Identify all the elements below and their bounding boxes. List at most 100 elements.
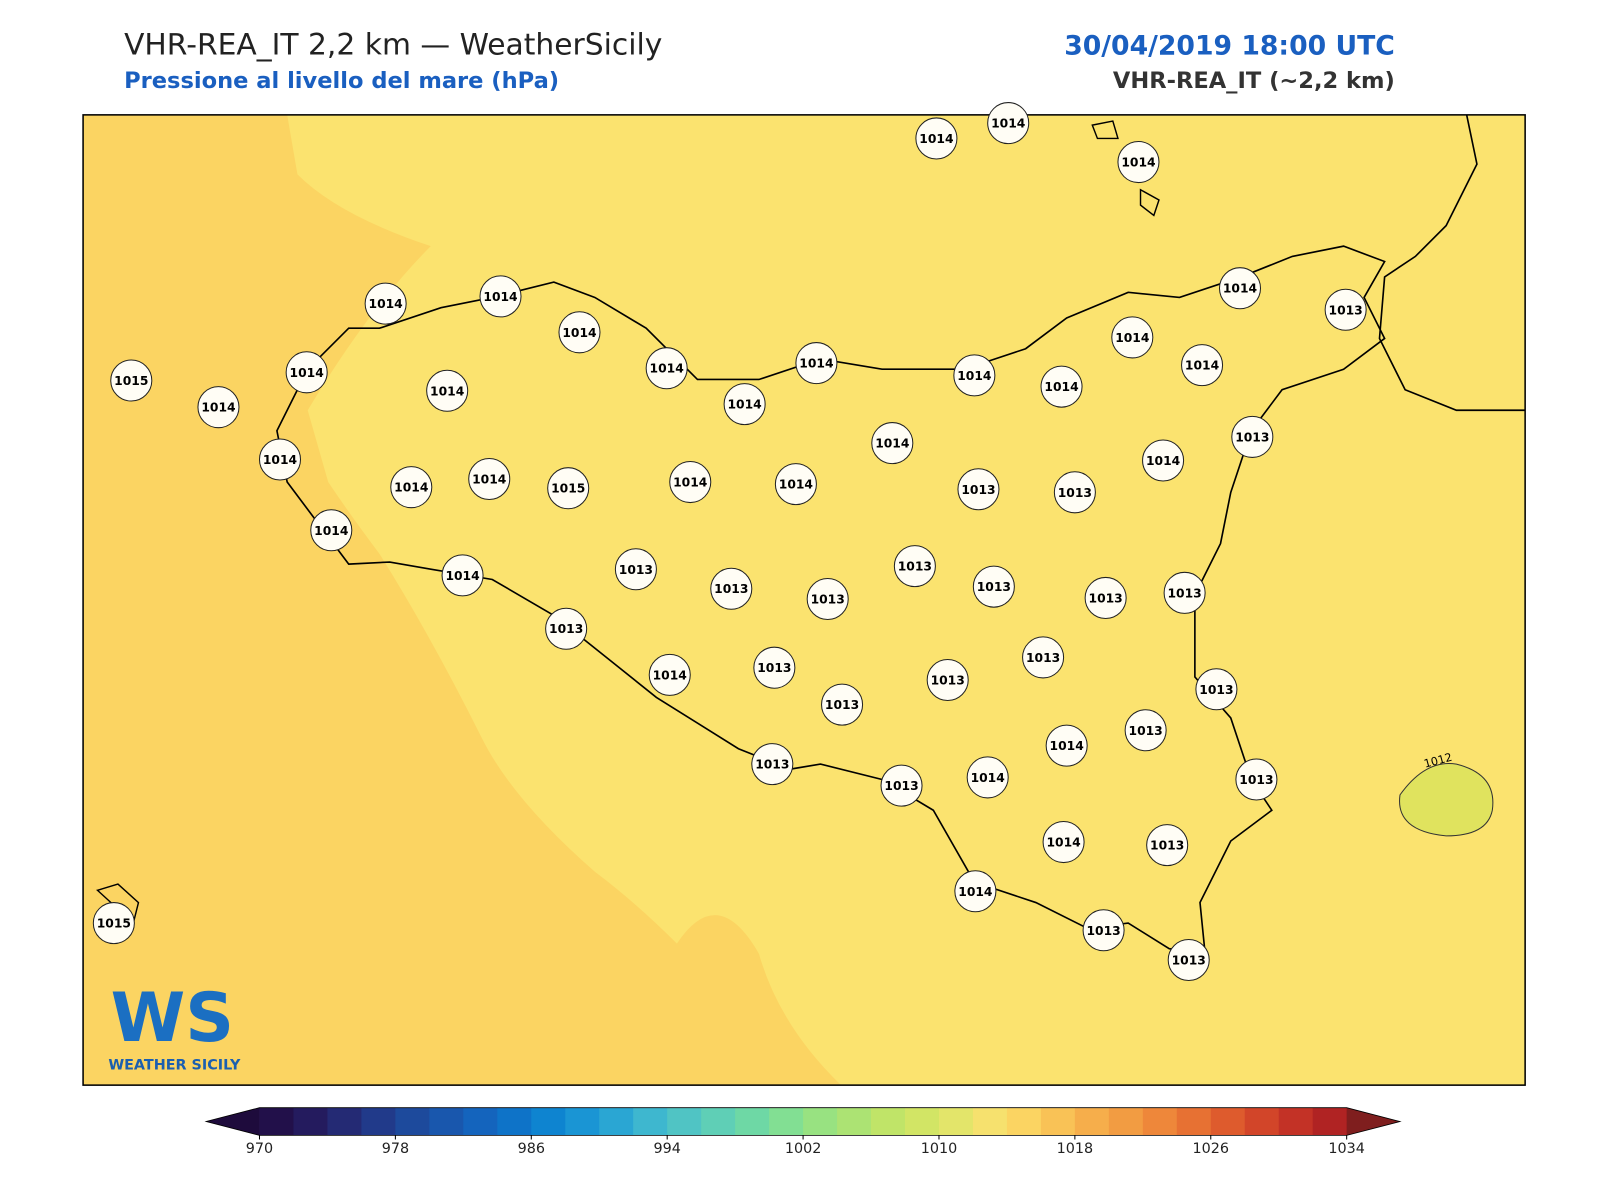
station-value: 1014: [290, 366, 324, 380]
station-value: 1013: [1167, 586, 1201, 600]
station-value: 1014: [875, 437, 909, 451]
station-marker: [1195, 668, 1238, 711]
station-value: 1014: [472, 473, 506, 487]
station-value: 1014: [673, 476, 707, 490]
station-marker: [110, 359, 153, 402]
station-marker: [926, 658, 969, 702]
colorbar-bin: [259, 1107, 294, 1136]
station-value: 1014: [799, 357, 833, 371]
station-marker: [1142, 439, 1185, 482]
colorbar-tick-label: 1026: [1193, 1141, 1230, 1157]
station-marker: [545, 607, 588, 650]
station-marker: [954, 870, 997, 913]
station-value: 1013: [884, 779, 918, 793]
colorbar-bin: [633, 1107, 668, 1136]
colorbar-bin: [395, 1107, 430, 1136]
logo-text: WEATHER SICILY: [108, 1058, 241, 1074]
station-marker: [880, 764, 923, 807]
colorbar-bin: [905, 1107, 940, 1136]
station-value: 1014: [445, 569, 479, 583]
station-marker: [1163, 571, 1206, 614]
station-marker: [1235, 758, 1278, 801]
station-marker: [1040, 365, 1083, 408]
station-marker: [774, 463, 817, 506]
station-value: 1013: [977, 580, 1011, 594]
station-marker: [966, 756, 1009, 799]
colorbar-under: [206, 1107, 260, 1136]
station-marker: [1231, 415, 1274, 458]
colorbar-bin: [769, 1107, 804, 1136]
station-value: 1013: [755, 758, 789, 772]
station-marker: [614, 548, 657, 591]
station-marker: [723, 383, 766, 426]
station-value: 1013: [825, 698, 859, 712]
station-marker: [871, 422, 914, 465]
station-marker: [479, 275, 522, 318]
station-marker: [197, 386, 240, 429]
station-value: 1013: [549, 622, 583, 636]
station-value: 1013: [714, 582, 748, 596]
colorbar-tick-label: 970: [246, 1141, 273, 1157]
station-value: 1014: [1115, 331, 1149, 345]
station-marker: [1082, 909, 1125, 952]
station-marker: [1053, 471, 1096, 514]
station-marker: [645, 347, 688, 390]
station-value: 1013: [1129, 724, 1163, 738]
station-marker: [310, 509, 353, 552]
colorbar-bin: [1210, 1107, 1246, 1136]
colorbar-tick-label: 1002: [785, 1141, 822, 1157]
station-value: 1013: [619, 563, 653, 577]
station-marker: [258, 438, 302, 481]
station-value: 1013: [757, 661, 791, 675]
station-value: 1013: [811, 593, 845, 607]
station-marker: [1146, 824, 1189, 867]
station-value: 1014: [1046, 836, 1080, 850]
station-value: 1013: [1150, 839, 1184, 853]
station-value: 1014: [314, 524, 348, 538]
station-marker: [915, 117, 958, 160]
station-value: 1013: [1199, 683, 1233, 697]
station-marker: [806, 577, 849, 620]
station-value: 1014: [263, 453, 297, 467]
subtitle: Pressione al livello del mare (hPa): [124, 68, 559, 94]
station-marker: [441, 554, 484, 597]
station-value: 1014: [971, 771, 1005, 785]
colorbar-tick-label: 994: [653, 1141, 680, 1157]
station-marker: [710, 567, 753, 610]
datetime: 30/04/2019 18:00 UTC: [1064, 30, 1395, 61]
stations: 1014 1014 1014 1014 1014 1014 1014 1015 1014 1014…: [92, 102, 1367, 982]
station-marker: [92, 902, 135, 945]
station-value: 1014: [562, 326, 596, 340]
colorbar-bin: [1108, 1107, 1144, 1136]
station-marker: [547, 467, 590, 510]
colorbar-bin: [463, 1107, 498, 1136]
station-marker: [1084, 576, 1127, 619]
colorbar-bin: [1176, 1107, 1212, 1136]
station-value: 1015: [551, 482, 585, 496]
station-marker: [1042, 821, 1085, 864]
station-marker: [390, 466, 433, 509]
colorbar-bin: [938, 1107, 974, 1136]
colorbar-tick-label: 986: [518, 1141, 545, 1157]
map: 1012 10141014101410141014101410141015101…: [82, 102, 1526, 1086]
colorbar-tick-label: 978: [382, 1141, 409, 1157]
station-marker: [364, 282, 407, 325]
colorbar-bin: [972, 1107, 1008, 1136]
station-value: 1014: [779, 478, 813, 492]
station-marker: [1117, 141, 1160, 184]
station-marker: [426, 369, 469, 412]
station-marker: [1022, 636, 1065, 679]
station-marker: [957, 468, 1000, 511]
station-value: 1014: [1185, 359, 1219, 373]
station-value: 1014: [727, 398, 761, 412]
station-value: 1013: [1172, 954, 1206, 968]
station-marker: [468, 457, 511, 500]
station-marker: [648, 653, 691, 696]
station-value: 1015: [97, 917, 131, 931]
station-value: 1013: [898, 560, 932, 574]
station-marker: [753, 646, 796, 689]
colorbar-bin: [837, 1107, 872, 1136]
map-frame: [82, 114, 1526, 1086]
colorbar-over: [1346, 1107, 1400, 1136]
